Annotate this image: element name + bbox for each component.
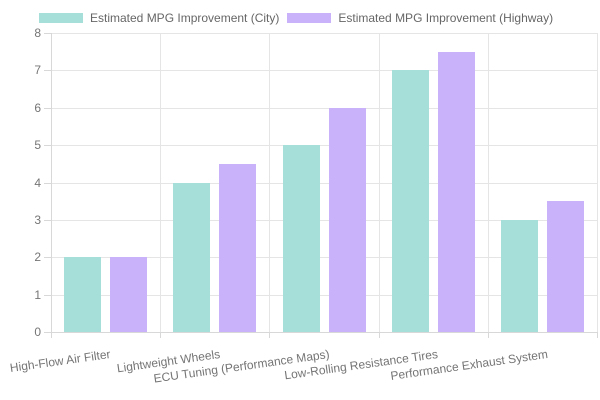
x-axis-line [51,332,597,333]
vertical-gridline [160,33,161,332]
horizontal-gridline [51,257,597,258]
x-tick-mark [597,332,598,338]
horizontal-gridline [51,183,597,184]
legend-label: Estimated MPG Improvement (City) [90,11,280,25]
y-tick-mark [44,295,51,296]
y-tick-mark [44,70,51,71]
y-tick-label: 2 [34,250,41,264]
y-tick-mark [44,257,51,258]
horizontal-gridline [51,295,597,296]
bar-series1-cat2 [328,107,366,333]
bar-series0-cat4 [500,219,538,332]
bar-series0-cat3 [391,70,429,332]
bar-series1-cat3 [437,51,475,332]
x-category-label: High-Flow Air Filter [9,347,112,375]
y-tick-mark [44,332,51,333]
horizontal-gridline [51,108,597,109]
horizontal-gridline [51,33,597,34]
y-tick-mark [44,33,51,34]
bar-series0-cat2 [282,145,320,332]
y-tick-mark [44,183,51,184]
horizontal-gridline [51,220,597,221]
vertical-gridline [597,33,598,332]
y-tick-mark [44,220,51,221]
y-tick-label: 3 [34,213,41,227]
vertical-gridline [379,33,380,332]
chart-legend: Estimated MPG Improvement (City) Estimate… [39,11,553,25]
y-axis-line [51,33,52,332]
vertical-gridline [269,33,270,332]
bar-series1-cat4 [546,201,584,332]
y-tick-label: 8 [34,26,41,40]
y-tick-label: 4 [34,176,41,190]
y-tick-mark [44,108,51,109]
legend-color-swatch [287,13,332,23]
x-tick-mark [488,332,489,338]
legend-item-series0[interactable]: Estimated MPG Improvement (City) [39,11,279,25]
bar-series1-cat0 [110,257,148,333]
vertical-gridline [488,33,489,332]
y-tick-label: 1 [34,288,41,302]
y-tick-label: 7 [34,63,41,77]
x-tick-mark [160,332,161,338]
bar-series0-cat1 [173,182,211,332]
bar-series0-cat0 [64,257,102,333]
y-tick-label: 6 [34,101,41,115]
x-tick-mark [379,332,380,338]
legend-color-swatch [39,13,83,23]
y-tick-mark [44,145,51,146]
bar-series1-cat1 [219,163,257,332]
horizontal-gridline [51,70,597,71]
x-tick-mark [269,332,270,338]
x-tick-mark [51,332,52,338]
y-tick-label: 0 [34,325,41,339]
legend-item-series1[interactable]: Estimated MPG Improvement (Highway) [287,11,553,25]
horizontal-gridline [51,145,597,146]
legend-label: Estimated MPG Improvement (Highway) [338,11,554,25]
y-tick-label: 5 [34,138,41,152]
